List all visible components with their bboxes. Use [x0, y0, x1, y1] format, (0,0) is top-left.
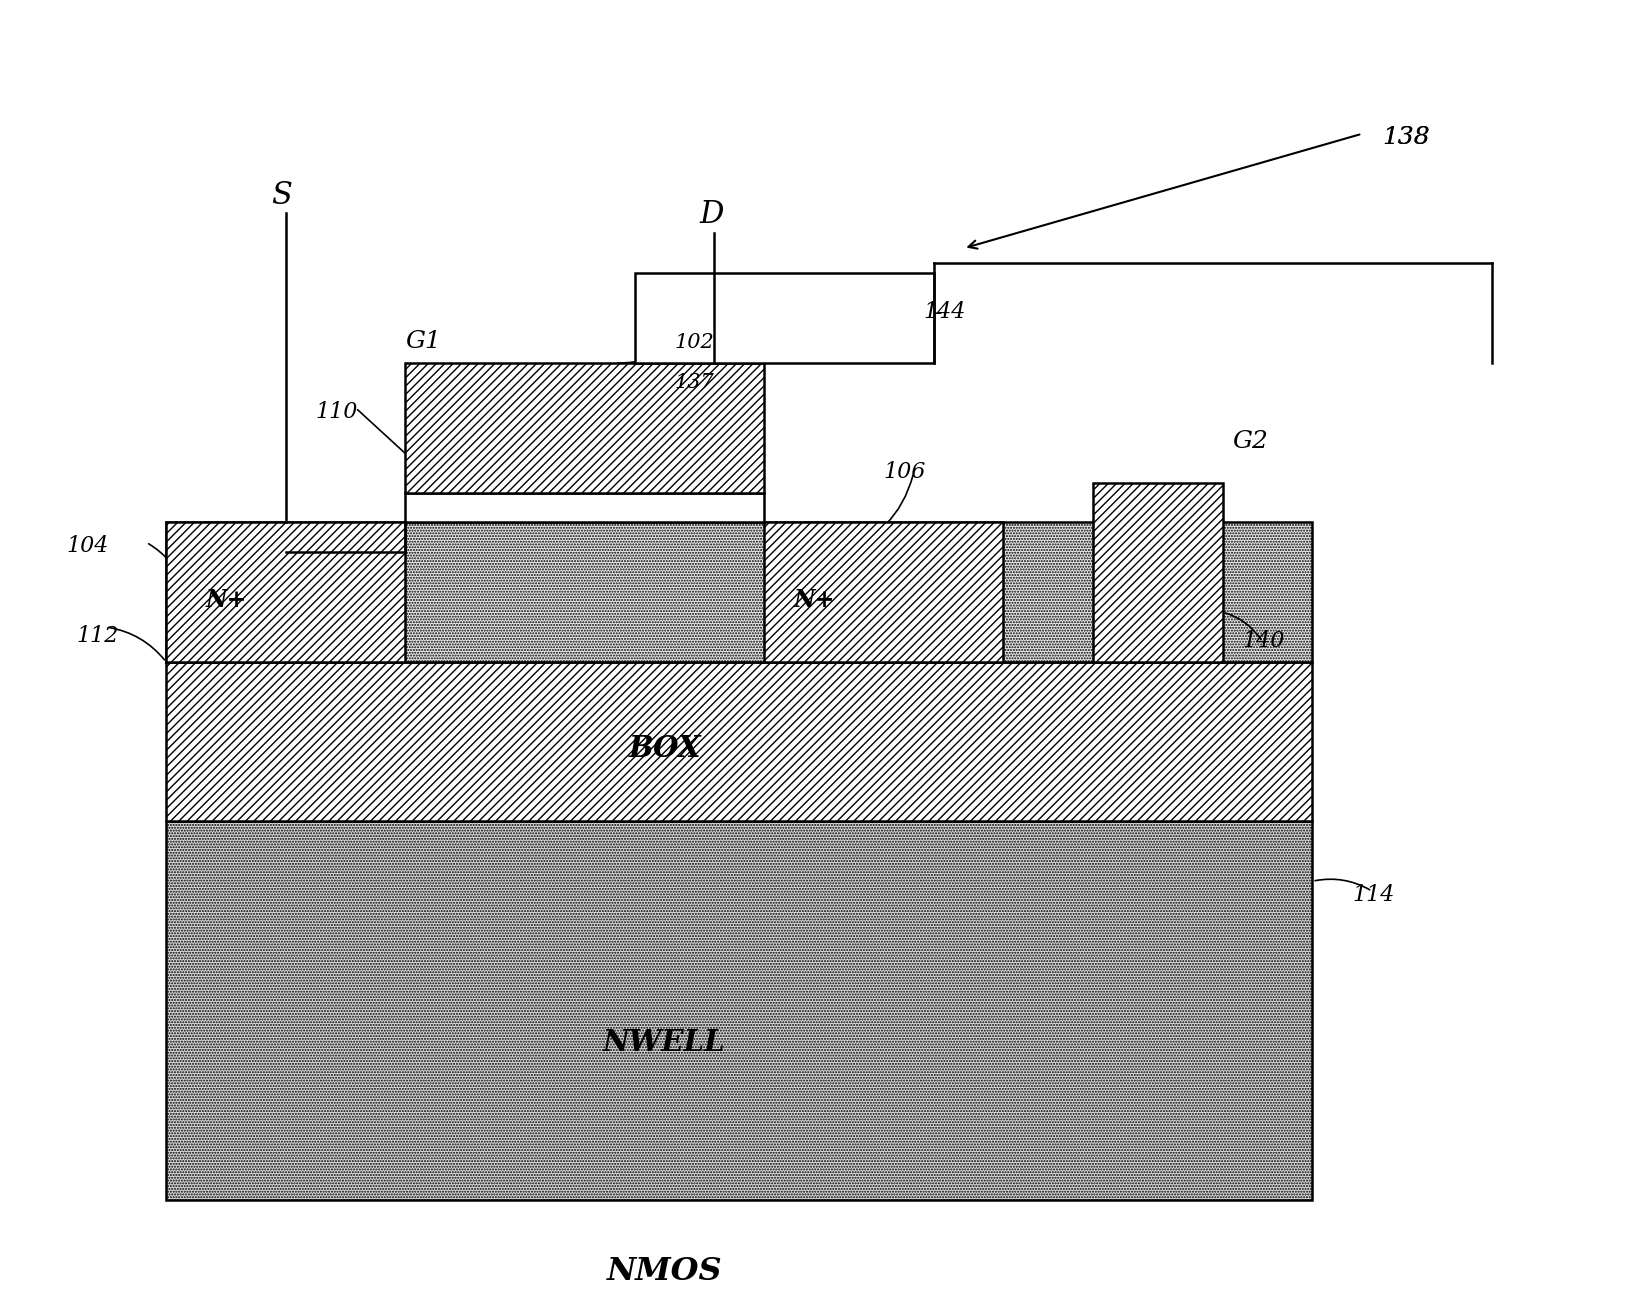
Text: S: S — [270, 180, 291, 210]
Bar — [166, 662, 1312, 822]
Text: N+: N+ — [207, 588, 247, 612]
Text: 140: 140 — [1242, 630, 1284, 652]
Bar — [405, 363, 764, 493]
Bar — [166, 523, 1312, 662]
Bar — [166, 822, 1312, 1200]
Bar — [405, 493, 764, 523]
Text: 112: 112 — [77, 625, 119, 647]
Text: 114: 114 — [1353, 884, 1395, 906]
Text: NWELL: NWELL — [604, 1028, 726, 1056]
Text: NMOS: NMOS — [607, 1256, 723, 1287]
Text: N+: N+ — [794, 588, 835, 612]
Bar — [1092, 482, 1223, 662]
Bar — [635, 274, 933, 363]
Text: BOX: BOX — [628, 734, 700, 763]
Text: 110: 110 — [316, 400, 358, 422]
Text: 137: 137 — [674, 373, 715, 393]
Bar — [764, 523, 1003, 662]
Text: 144: 144 — [923, 301, 965, 323]
Text: 104: 104 — [67, 536, 109, 557]
Text: D: D — [700, 200, 724, 231]
Bar — [166, 523, 405, 662]
Text: G1: G1 — [405, 330, 441, 353]
Text: 138: 138 — [1382, 125, 1429, 149]
Text: 106: 106 — [884, 460, 926, 482]
Text: G2: G2 — [1232, 430, 1268, 452]
Text: 138: 138 — [1382, 125, 1429, 149]
Text: 102: 102 — [674, 333, 715, 352]
